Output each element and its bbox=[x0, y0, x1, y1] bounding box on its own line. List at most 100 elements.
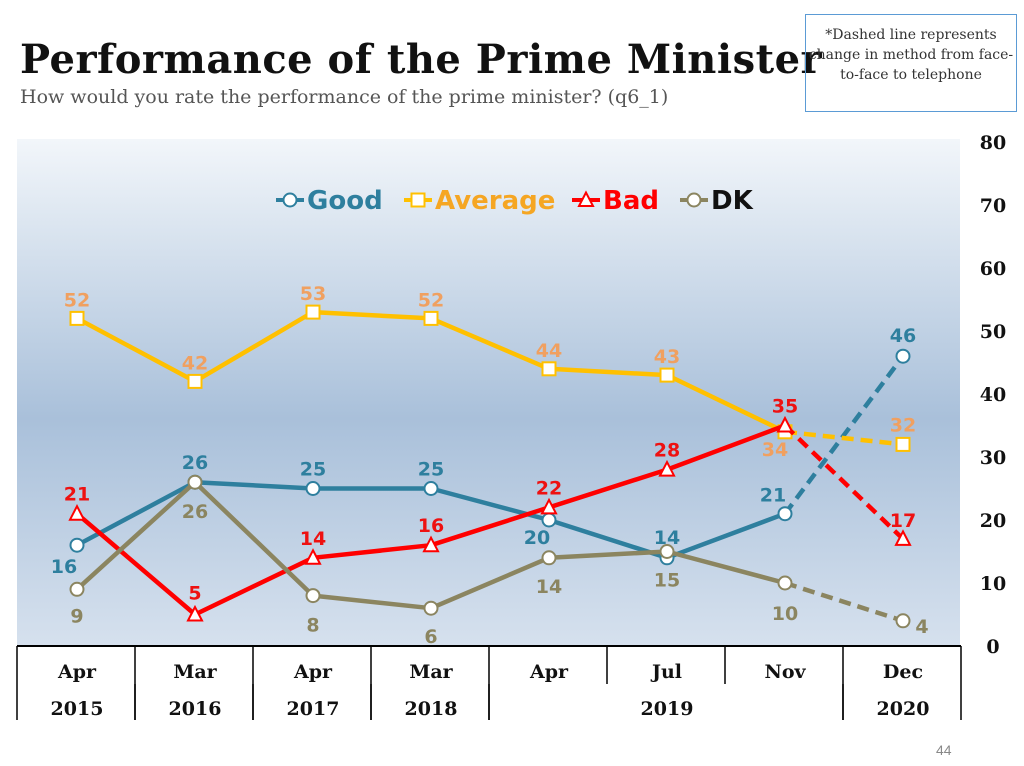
data-point bbox=[69, 310, 85, 326]
data-label: 14 bbox=[654, 527, 680, 549]
data-point bbox=[186, 604, 204, 622]
data-point bbox=[69, 581, 85, 597]
data-point bbox=[659, 367, 675, 383]
x-year-label: 2019 bbox=[641, 698, 694, 720]
data-label: 52 bbox=[418, 289, 444, 311]
y-tick-label: 20 bbox=[980, 510, 1006, 532]
data-label: 26 bbox=[182, 452, 208, 474]
x-month-label: Apr bbox=[529, 661, 569, 683]
x-year-label: 2018 bbox=[405, 698, 458, 720]
data-point bbox=[776, 415, 794, 433]
x-month-label: Apr bbox=[57, 661, 97, 683]
data-label: 25 bbox=[418, 459, 444, 481]
series-bad: 21 5 14 16 22 28 35 17 bbox=[64, 396, 916, 622]
method-note: *Dashed line represents change in method… bbox=[805, 14, 1017, 112]
data-label: 46 bbox=[890, 325, 916, 347]
series-dashed-segment bbox=[783, 423, 905, 541]
y-tick-label: 80 bbox=[980, 132, 1006, 154]
legend-label: Bad bbox=[603, 186, 659, 216]
data-point bbox=[658, 459, 676, 477]
y-axis: 0 10 20 30 40 50 60 70 80 bbox=[980, 132, 1006, 658]
data-point bbox=[577, 190, 595, 207]
page-number: 44 bbox=[936, 742, 952, 758]
legend-item-dk: DK bbox=[680, 186, 754, 216]
data-label: 6 bbox=[424, 626, 437, 648]
data-label: 25 bbox=[300, 459, 326, 481]
data-label: 17 bbox=[890, 510, 916, 532]
data-label: 26 bbox=[182, 501, 208, 523]
data-label: 34 bbox=[762, 439, 788, 461]
data-label: 21 bbox=[760, 485, 786, 507]
data-point bbox=[422, 535, 440, 553]
data-label: 14 bbox=[536, 576, 562, 598]
x-year-label: 2016 bbox=[169, 698, 222, 720]
data-label: 52 bbox=[64, 289, 90, 311]
legend-item-average: Average bbox=[404, 186, 555, 216]
data-point bbox=[777, 575, 793, 591]
x-month-label: Dec bbox=[883, 661, 923, 683]
data-point bbox=[895, 613, 911, 629]
series-dashed-segment bbox=[783, 354, 905, 516]
data-point bbox=[895, 436, 911, 452]
y-tick-label: 60 bbox=[980, 258, 1006, 280]
legend-item-good: Good bbox=[276, 186, 383, 216]
data-label: 42 bbox=[182, 352, 208, 374]
page-title: Performance of the Prime Minister bbox=[20, 36, 823, 83]
data-point bbox=[541, 550, 557, 566]
y-tick-label: 40 bbox=[980, 384, 1006, 406]
y-tick-label: 70 bbox=[980, 195, 1006, 217]
data-label: 44 bbox=[536, 340, 562, 362]
x-month-label: Nov bbox=[764, 661, 806, 683]
x-month-label: Apr bbox=[293, 661, 333, 683]
data-point bbox=[541, 361, 557, 377]
series-average: 52 42 53 52 44 43 34 32 bbox=[64, 283, 916, 461]
data-point bbox=[304, 548, 322, 565]
data-label: 20 bbox=[524, 527, 550, 549]
legend-label: Good bbox=[307, 186, 383, 216]
data-point bbox=[541, 512, 557, 528]
data-label: 10 bbox=[772, 603, 798, 625]
y-tick-label: 30 bbox=[980, 447, 1006, 469]
data-point bbox=[69, 537, 85, 553]
y-tick-label: 50 bbox=[980, 321, 1006, 343]
data-label: 35 bbox=[772, 396, 798, 418]
data-label: 16 bbox=[418, 515, 444, 537]
legend-item-bad: Bad bbox=[572, 186, 659, 216]
y-tick-label: 0 bbox=[986, 636, 999, 658]
data-point bbox=[68, 504, 86, 521]
data-point bbox=[305, 304, 321, 320]
x-month-label: Mar bbox=[173, 661, 217, 683]
data-point bbox=[777, 506, 793, 522]
data-point bbox=[686, 192, 702, 208]
data-label: 21 bbox=[64, 484, 90, 506]
data-label: 5 bbox=[188, 583, 201, 605]
data-label: 14 bbox=[300, 528, 326, 550]
data-label: 32 bbox=[890, 414, 916, 436]
series-dashed-segment bbox=[784, 429, 904, 447]
y-tick-label: 10 bbox=[980, 573, 1006, 595]
x-year-label: 2020 bbox=[877, 698, 930, 720]
series-dashed-segment bbox=[784, 580, 904, 623]
data-point bbox=[423, 600, 439, 616]
data-point bbox=[540, 497, 558, 515]
data-label: 53 bbox=[300, 283, 326, 305]
x-year-label: 2017 bbox=[287, 698, 340, 720]
data-label: 22 bbox=[536, 477, 562, 499]
data-point bbox=[423, 481, 439, 496]
data-label: 16 bbox=[51, 556, 77, 578]
data-label: 8 bbox=[306, 615, 319, 637]
data-label: 28 bbox=[654, 440, 680, 462]
page-subtitle: How would you rate the performance of th… bbox=[20, 86, 669, 108]
series-dk: 9 26 8 6 14 15 10 4 bbox=[69, 474, 929, 648]
data-label: 15 bbox=[654, 570, 680, 592]
data-label: 4 bbox=[915, 616, 928, 638]
data-point bbox=[423, 310, 439, 326]
data-point bbox=[895, 348, 911, 364]
legend-label: Average bbox=[435, 186, 555, 216]
x-month-label: Mar bbox=[409, 661, 453, 683]
x-month-label: Jul bbox=[650, 661, 682, 683]
data-point bbox=[282, 192, 298, 208]
data-label: 43 bbox=[654, 346, 680, 368]
